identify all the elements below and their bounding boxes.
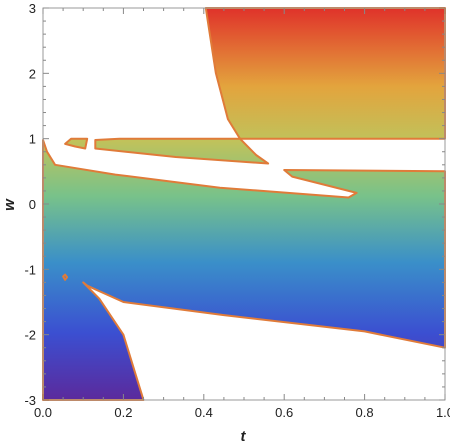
region-small-blob [62, 273, 69, 281]
x-axis-label: t [241, 428, 247, 445]
region-small-tab [64, 137, 89, 150]
x-tick-label: 0.4 [195, 405, 213, 420]
x-tick-label: 0.6 [275, 405, 293, 420]
tick-labels: 0.0 0.2 0.4 0.6 0.8 1.0 -3 -2 -1 0 1 2 3 [24, 1, 450, 420]
tick-marks [42, 7, 446, 401]
x-tick-label: 0.8 [356, 405, 374, 420]
region-main-band [42, 139, 446, 401]
region-middle-strip [94, 137, 270, 165]
y-tick-label: -1 [24, 262, 36, 277]
plot-regions [42, 7, 446, 401]
x-tick-label: 0.2 [114, 405, 132, 420]
y-tick-label: 3 [29, 1, 36, 16]
y-tick-label: -2 [24, 328, 36, 343]
x-tick-label: 0.0 [34, 405, 52, 420]
region-upper-right-block [204, 7, 446, 140]
y-tick-label: -3 [24, 393, 36, 408]
y-tick-label: 1 [29, 132, 36, 147]
y-tick-label: 2 [29, 66, 36, 81]
x-tick-label: 1.0 [436, 405, 450, 420]
y-tick-label: 0 [29, 197, 36, 212]
y-axis-label: w [1, 198, 18, 211]
